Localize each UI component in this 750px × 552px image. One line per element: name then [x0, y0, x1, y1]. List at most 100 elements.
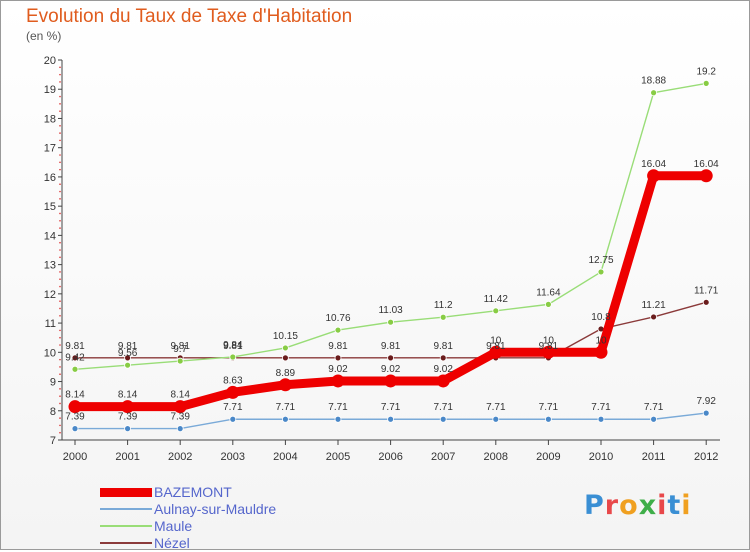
legend-swatch [100, 508, 152, 510]
x-tick-label: 2012 [694, 451, 718, 463]
legend-label: Maule [154, 518, 193, 534]
data-point [439, 313, 447, 321]
y-minor-tick [59, 198, 61, 200]
y-tick-label: 15 [44, 201, 56, 213]
data-label: 11.64 [536, 287, 561, 298]
y-minor-tick [59, 256, 61, 259]
y-minor-tick [59, 373, 61, 376]
x-tick-label: 2005 [326, 451, 350, 463]
data-label: 18.88 [641, 76, 666, 87]
y-tick-label: 14 [44, 230, 56, 242]
y-minor-tick [59, 417, 61, 419]
y-minor-tick [59, 110, 61, 112]
data-point [281, 354, 289, 362]
data-label: 10.8 [591, 312, 611, 323]
data-point [647, 169, 661, 183]
y-minor-tick [59, 103, 61, 105]
data-label: 8.63 [223, 375, 243, 386]
data-point [281, 415, 289, 423]
legend-label: Nézel [154, 535, 190, 551]
y-tick-label: 20 [44, 55, 56, 67]
y-minor-tick [59, 344, 61, 346]
data-label: 11.03 [378, 305, 403, 316]
data-label: 7.39 [170, 412, 190, 423]
data-label: 16.04 [641, 159, 666, 170]
x-tick-label: 2011 [642, 451, 666, 463]
legend-label: Aulnay-sur-Mauldre [154, 501, 277, 517]
y-minor-tick [59, 190, 61, 193]
proxiti-logo: Proxiti [584, 490, 692, 521]
data-label: 8.89 [276, 368, 296, 379]
data-label: 9.42 [65, 352, 85, 363]
data-label: 7.71 [328, 402, 348, 413]
y-minor-tick [59, 124, 61, 127]
data-point [489, 345, 503, 359]
data-point [176, 425, 184, 433]
y-tick-label: 11 [45, 318, 56, 330]
data-label: 8.14 [65, 390, 85, 401]
y-minor-tick [59, 285, 61, 288]
y-minor-tick [59, 81, 61, 83]
y-minor-tick [59, 314, 61, 317]
y-minor-tick [59, 161, 61, 164]
data-label: 8.14 [118, 390, 138, 401]
data-point [281, 344, 289, 352]
data-label: 9.81 [118, 341, 138, 352]
data-label: 7.71 [276, 402, 296, 413]
y-minor-tick [59, 132, 61, 134]
y-minor-tick [59, 278, 61, 281]
y-minor-tick [59, 219, 61, 222]
data-point [71, 425, 79, 433]
data-point [71, 365, 79, 373]
logo-letter: t [667, 490, 682, 521]
y-minor-tick [59, 271, 61, 273]
data-point [229, 353, 237, 361]
x-tick-label: 2000 [63, 451, 87, 463]
data-point [176, 357, 184, 365]
data-point [124, 361, 131, 369]
y-minor-tick [59, 139, 61, 142]
data-point [492, 415, 500, 423]
data-point [229, 415, 237, 423]
legend-swatch [100, 542, 152, 544]
y-tick-label: 12 [44, 289, 56, 301]
legend-swatch [100, 525, 152, 527]
data-point [439, 354, 447, 362]
data-point [650, 89, 657, 97]
data-label: 7.39 [118, 412, 138, 423]
y-minor-tick [59, 241, 61, 244]
x-tick-label: 2001 [115, 451, 139, 463]
data-point [702, 79, 710, 87]
y-tick-label: 18 [44, 113, 56, 125]
logo-letter: i [657, 490, 668, 521]
y-tick-label: 9 [50, 377, 56, 389]
y-tick-label: 13 [44, 260, 56, 272]
data-label: 12.75 [588, 255, 613, 266]
data-point [387, 354, 395, 362]
data-point [226, 385, 240, 399]
y-minor-tick [59, 336, 61, 339]
data-point [124, 354, 131, 362]
x-tick-label: 2002 [168, 451, 192, 463]
x-tick-label: 2003 [221, 451, 245, 463]
y-minor-tick [59, 183, 61, 186]
data-label: 9.81 [223, 341, 243, 352]
x-tick-label: 2009 [536, 451, 560, 463]
data-label: 9.84 [223, 340, 243, 351]
data-label: 9.02 [433, 364, 453, 375]
data-point [121, 400, 135, 414]
data-label: 9.02 [328, 364, 348, 375]
data-point [650, 415, 657, 423]
y-minor-tick [59, 154, 61, 156]
y-minor-tick [59, 307, 61, 310]
data-label: 7.71 [644, 402, 664, 413]
data-label: 8.14 [170, 390, 190, 401]
chart-title: Evolution du Taux de Taxe d'Habitation [26, 6, 353, 27]
legend-label: BAZEMONT [154, 484, 232, 500]
data-label: 7.92 [696, 396, 716, 407]
data-point [68, 400, 82, 414]
data-point [545, 300, 552, 308]
x-tick-label: 2010 [589, 451, 613, 463]
y-minor-tick [59, 212, 61, 215]
y-tick-label: 17 [44, 143, 56, 155]
